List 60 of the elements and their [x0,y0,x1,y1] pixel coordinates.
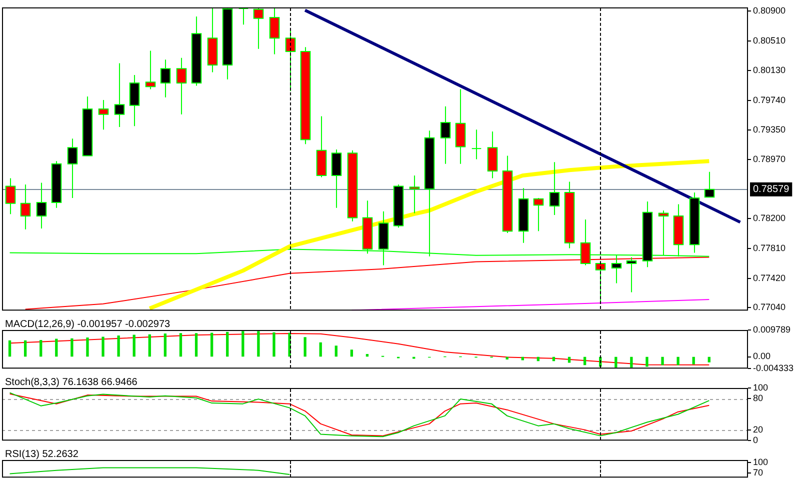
bar [661,356,664,366]
bar [86,338,89,357]
candlestick [471,129,482,160]
y-tick-label: 0.77420 [753,272,786,283]
bar [148,334,151,357]
y-tick-label: 0.80130 [753,64,786,75]
bar [210,332,214,357]
bar [70,338,74,357]
bar [304,337,306,357]
bar [646,356,648,367]
y-tick-label: 0.79740 [753,94,786,105]
bar [334,346,338,357]
bar [676,356,680,366]
bar [708,356,710,362]
bar [350,350,354,357]
bar [194,333,198,357]
bar [552,356,556,362]
bar [117,336,120,357]
bar [55,338,58,357]
y-tick-label: 100 [753,382,768,392]
bar [132,334,136,357]
y-tick-label: 0.79350 [753,124,786,135]
bar [102,336,104,357]
bar [692,356,695,364]
bar [614,356,618,368]
ref-line-label: 0.78579 [753,184,790,196]
chart-title: RSI(13) 52.2632 [5,448,79,460]
bar [40,340,42,357]
y-tick-label: -0.004333 [753,363,794,374]
bar [583,356,586,366]
y-tick-label: 0.78200 [753,212,786,223]
bar [257,331,260,357]
candlestick [238,7,249,26]
y-tick-label: 70 [753,467,764,478]
bar [242,331,244,357]
y-tick-label: 0.80510 [753,36,786,46]
bar [164,334,167,357]
chart-title: MACD(12,26,9) -0.001957 -0.002973 [5,318,171,330]
bar [630,356,633,368]
bar [8,340,12,357]
y-tick-label: 0.00 [753,351,771,362]
bar [24,340,27,357]
bar [536,356,540,362]
y-tick-label: 0.80900 [753,6,786,16]
y-tick-label: 0.78970 [753,154,786,164]
y-tick-label: 0.009789 [753,324,791,334]
y-tick-label: 0 [753,435,758,446]
y-tick-label: 0.77040 [753,302,786,312]
y-tick-label: 0.77810 [753,242,786,253]
bar [521,356,524,360]
bar [226,332,229,357]
bar [272,332,276,357]
y-tick-label: 80 [753,393,764,404]
y-tick-label: 20 [753,424,764,435]
bar [506,356,508,360]
chart-title: Stoch(8,3,3) 76.1638 66.9466 [5,376,138,388]
bar [319,342,322,357]
bar [366,354,369,357]
y-tick-label: 100 [753,457,768,468]
bar [179,333,182,357]
